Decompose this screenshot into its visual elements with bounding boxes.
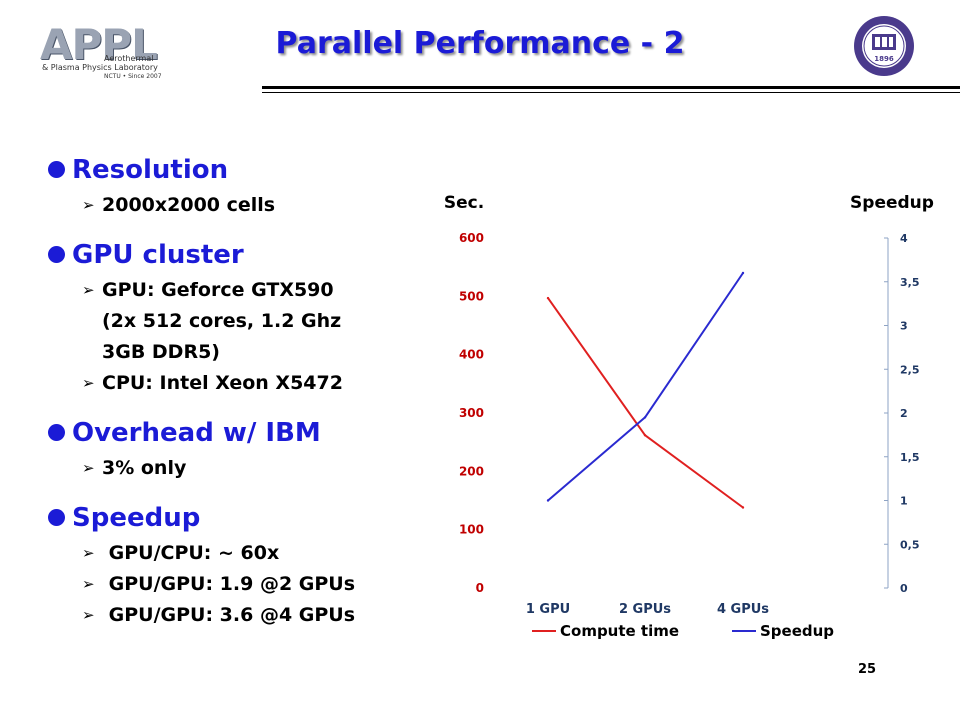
- performance-chart: Sec. Speedup 0 0,5 1 1,5 2 2,5 3 3,5 4 0 100 200 300 40…: [444, 193, 934, 640]
- bullet-heading: Resolution: [48, 150, 448, 190]
- sub-bullet-text: (2x 512 cores, 1.2 Ghz: [102, 310, 342, 332]
- seal-year: 1896: [874, 55, 894, 63]
- sub-bullet: ➢ GPU/GPU: 1.9 @2 GPUs: [48, 569, 448, 600]
- arrow-bullet-icon: ➢: [82, 281, 95, 299]
- right-axis-title: Speedup: [850, 193, 934, 213]
- bullet-heading: Speedup: [48, 498, 448, 538]
- left-axis-tick-label: 100: [459, 523, 484, 537]
- logo-line-1: Aerothermal: [104, 54, 154, 63]
- bullet-heading: GPU cluster: [48, 235, 448, 275]
- sub-bullet-text: 3GB DDR5): [102, 341, 220, 363]
- right-axis-tick-label: 2,5: [900, 363, 920, 376]
- arrow-bullet-icon: ➢: [82, 606, 95, 624]
- arrow-bullet-icon: ➢: [82, 544, 95, 562]
- data-point: [741, 506, 745, 509]
- arrow-bullet-icon: ➢: [82, 459, 95, 477]
- left-axis-tick-label: 200: [459, 464, 484, 478]
- right-axis-tick-label: 1: [900, 495, 908, 508]
- sub-bullet: ➢ 2000x2000 cells: [48, 190, 448, 221]
- right-axis-tick-label: 0: [900, 582, 908, 595]
- bullet-heading-text: GPU cluster: [72, 240, 244, 270]
- data-point: [643, 416, 647, 419]
- title-rule: [262, 86, 960, 89]
- data-point: [546, 499, 550, 502]
- data-point: [741, 271, 745, 275]
- sub-bullet-text: CPU: Intel Xeon X5472: [102, 372, 343, 394]
- logo-line-3: NCTU • Since 2007: [104, 73, 162, 80]
- right-axis-tick-label: 2: [900, 407, 908, 420]
- sub-bullet: ➢ GPU/CPU: ~ 60x: [48, 538, 448, 569]
- logo-line-2: & Plasma Physics Laboratory: [42, 63, 158, 72]
- bullet-dot-icon: [48, 509, 65, 526]
- university-seal-icon: 1896: [854, 16, 914, 76]
- sub-bullet: ➢ CPU: Intel Xeon X5472: [48, 368, 448, 399]
- data-point: [643, 434, 647, 437]
- sub-bullet-text: GPU/CPU: ~ 60x: [102, 542, 280, 564]
- appl-logo: APPL Aerothermal & Plasma Physics Labora…: [40, 20, 170, 80]
- left-axis-tick-label: 0: [476, 581, 484, 595]
- title-rule-thin: [262, 92, 960, 93]
- sub-bullet-text: GPU/GPU: 3.6 @4 GPUs: [102, 604, 356, 626]
- right-axis-tick-label: 0,5: [900, 538, 920, 551]
- sub-bullet-text: 3% only: [102, 457, 187, 479]
- left-axis-tick-label: 300: [459, 406, 484, 420]
- x-category-label: 4 GPUs: [717, 602, 769, 617]
- right-axis-tick-label: 3: [900, 320, 908, 333]
- page-number: 25: [858, 662, 877, 677]
- left-axis-tick-label: 400: [459, 348, 484, 362]
- slide-title: Parallel Performance - 2: [275, 26, 685, 61]
- sub-bullet-continuation: 3GB DDR5): [48, 337, 448, 368]
- right-axis-tick-label: 3,5: [900, 276, 920, 289]
- x-category-label: 2 GPUs: [619, 602, 671, 617]
- sub-bullet: ➢ 3% only: [48, 453, 448, 484]
- series-line-speedup: [547, 272, 744, 502]
- sub-bullet-text: 2000x2000 cells: [102, 194, 276, 216]
- left-axis-title: Sec.: [444, 193, 484, 213]
- sub-bullet-continuation: (2x 512 cores, 1.2 Ghz: [48, 306, 448, 337]
- x-category-label: 1 GPU: [526, 602, 570, 617]
- bullet-heading-text: Speedup: [72, 503, 201, 533]
- bullet-heading: Overhead w/ IBM: [48, 413, 448, 453]
- left-axis-tick-label: 500: [459, 289, 484, 303]
- bullet-heading-text: Resolution: [72, 155, 229, 185]
- arrow-bullet-icon: ➢: [82, 196, 95, 214]
- legend-label: Speedup: [760, 622, 834, 640]
- bullet-dot-icon: [48, 424, 65, 441]
- right-axis-tick-label: 1,5: [900, 451, 920, 464]
- bullet-dot-icon: [48, 161, 65, 178]
- bullet-dot-icon: [48, 246, 65, 263]
- arrow-bullet-icon: ➢: [82, 575, 95, 593]
- arrow-bullet-icon: ➢: [82, 374, 95, 392]
- sub-bullet: ➢ GPU: Geforce GTX590: [48, 275, 448, 306]
- sub-bullet-text: GPU: Geforce GTX590: [102, 279, 334, 301]
- bullet-list: Resolution ➢ 2000x2000 cells GPU cluster ➢ GP…: [48, 150, 448, 631]
- legend-label: Compute time: [560, 622, 679, 640]
- sub-bullet-text: GPU/GPU: 1.9 @2 GPUs: [102, 573, 356, 595]
- right-axis-tick-label: 4: [900, 232, 908, 245]
- data-point: [546, 296, 550, 300]
- left-axis-tick-label: 600: [459, 231, 484, 245]
- logo-wordmark: APPL: [40, 20, 158, 69]
- bullet-heading-text: Overhead w/ IBM: [72, 418, 321, 448]
- sub-bullet: ➢ GPU/GPU: 3.6 @4 GPUs: [48, 600, 448, 631]
